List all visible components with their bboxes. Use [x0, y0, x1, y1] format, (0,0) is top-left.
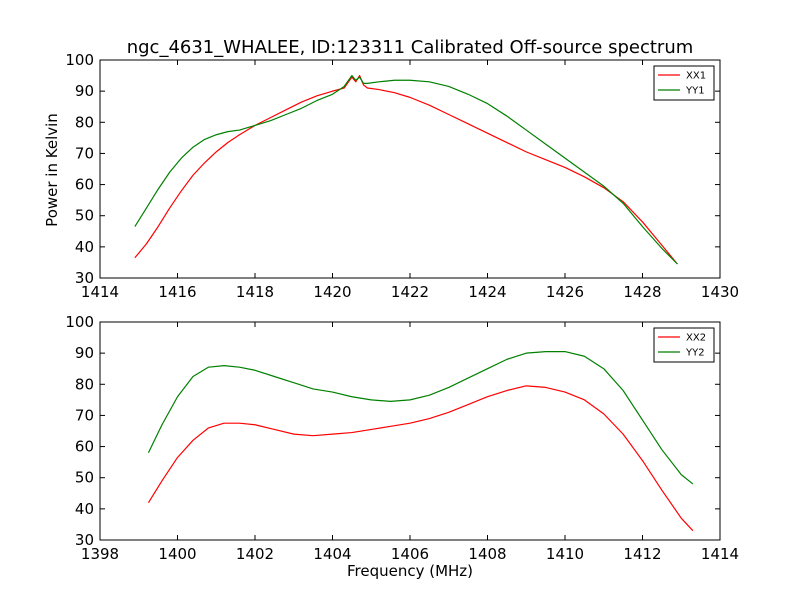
x-tick-label: 1428 — [623, 283, 661, 301]
y-tick-label: 50 — [75, 469, 94, 487]
y-tick-label: 80 — [75, 113, 94, 131]
x-tick-label: 1426 — [546, 283, 584, 301]
x-tick-label: 1414 — [701, 545, 739, 563]
x-axis-label: Frequency (MHz) — [347, 562, 473, 580]
legend-box — [653, 327, 715, 363]
y-tick-label: 30 — [75, 269, 94, 287]
y-tick-label: 80 — [75, 375, 94, 393]
y-tick-label: 100 — [65, 51, 94, 69]
series-line-yy2 — [147, 350, 694, 485]
x-tick-label: 1422 — [391, 283, 429, 301]
y-tick-label: 40 — [75, 238, 94, 256]
y-tick-label: 70 — [75, 406, 94, 424]
x-tick-label: 1418 — [236, 283, 274, 301]
y-tick-label: 60 — [75, 438, 94, 456]
figure-title: ngc_4631_WHALEE, ID:123311 Calibrated Of… — [127, 37, 694, 58]
legend-label-yy1: YY1 — [685, 86, 705, 97]
x-tick-label: 1412 — [623, 545, 661, 563]
x-tick-label: 1400 — [158, 545, 196, 563]
x-tick-label: 1410 — [546, 545, 584, 563]
y-tick-label: 90 — [75, 82, 94, 100]
x-tick-label: 1408 — [468, 545, 506, 563]
x-tick-label: 1414 — [81, 283, 119, 301]
legend-label-xx2: XX2 — [686, 333, 706, 344]
series-line-xx2 — [147, 385, 694, 532]
x-tick-label: 1406 — [391, 545, 429, 563]
y-tick-label: 100 — [65, 313, 94, 331]
legend-label-xx1: XX1 — [686, 71, 706, 82]
x-tick-label: 1424 — [468, 283, 506, 301]
chart-panel-1: 1414 1416 1418 1420 1422 1424 1426 1428 1430 30 40… — [65, 51, 739, 301]
y-axis-label: Power in Kelvin — [43, 113, 61, 227]
legend-box — [653, 65, 715, 101]
chart-panel-2: 1398 1400 1402 1404 1406 1408 1410 1412 1414 30 40… — [65, 313, 739, 563]
series-line-xx1 — [134, 74, 678, 265]
legend-label-yy2: YY2 — [685, 348, 705, 359]
x-tick-label: 1416 — [158, 283, 196, 301]
y-tick-label: 60 — [75, 176, 94, 194]
y-tick-label: 50 — [75, 207, 94, 225]
x-tick-label: 1398 — [81, 545, 119, 563]
y-tick-label: 40 — [75, 500, 94, 518]
series-line-yy1 — [134, 74, 678, 265]
y-tick-label: 90 — [75, 344, 94, 362]
x-tick-label: 1402 — [236, 545, 274, 563]
y-tick-label: 30 — [75, 531, 94, 549]
x-tick-label: 1430 — [701, 283, 739, 301]
x-tick-label: 1420 — [313, 283, 351, 301]
x-tick-label: 1404 — [313, 545, 351, 563]
plot-panels: 1414 1416 1418 1420 1422 1424 1426 1428 1430 30 40… — [65, 51, 739, 563]
y-tick-label: 70 — [75, 144, 94, 162]
